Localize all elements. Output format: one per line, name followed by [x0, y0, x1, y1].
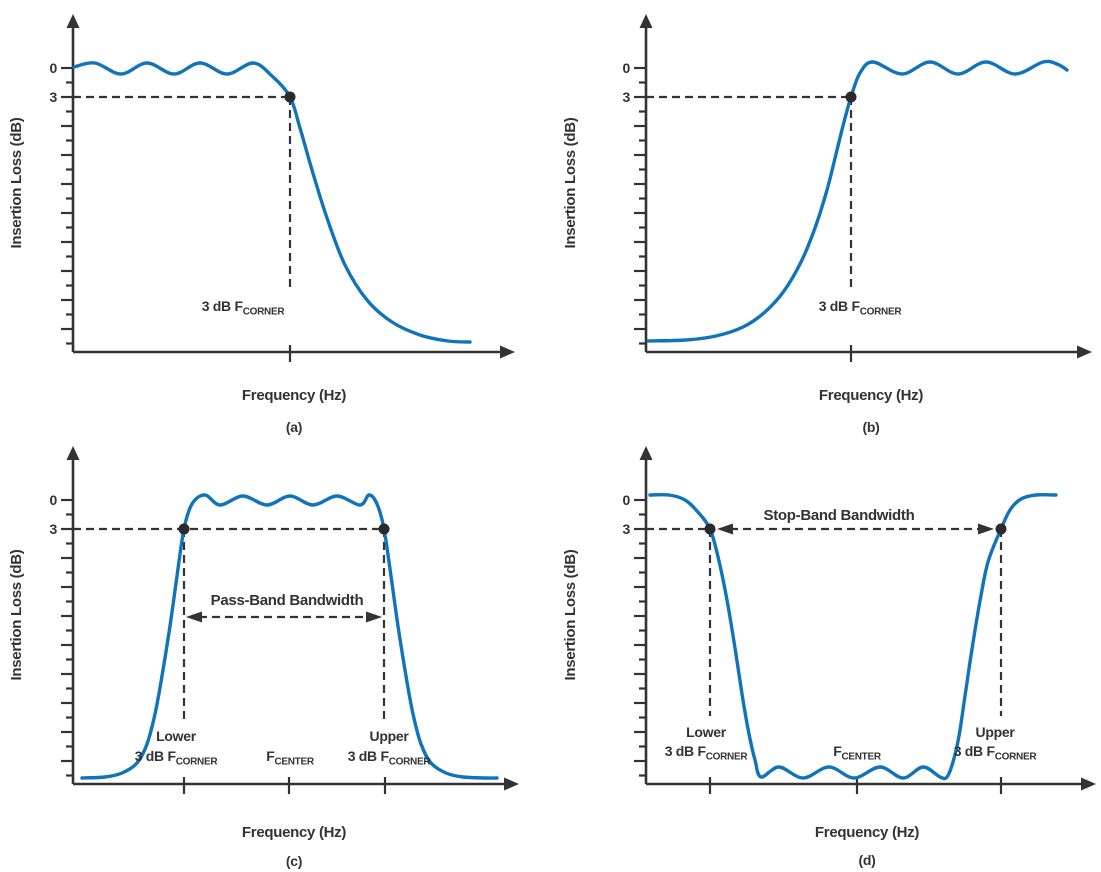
panel-lowpass: 0 3 3 dB FCORNER Insertion Loss (dB) Frequ… — [0, 0, 550, 436]
x-axis-arrowhead — [1077, 345, 1092, 359]
x-axis-title: Frequency (Hz) — [818, 387, 924, 404]
bandstop-chart-canvas: 0 3 Stop-Band Bandwidth Lower 3 dB FCORNER FC… — [623, 446, 1096, 794]
x-axis-title: Frequency (Hz) — [241, 387, 347, 404]
lowpass-chart-canvas: 0 3 3 dB FCORNER — [50, 14, 515, 362]
y-axis-title: Insertion Loss (dB) — [562, 549, 579, 681]
panel-bandstop: 0 3 Stop-Band Bandwidth Lower 3 dB FCORNER FC… — [551, 436, 1101, 872]
band-stop-response-curve — [648, 492, 1058, 781]
panel-highpass: 0 3 3 dB FCORNER Insertion Loss (dB) Frequ… — [551, 0, 1101, 436]
annotation-label: FCENTER — [833, 743, 882, 763]
annotation-label: 3 dB FCORNER — [665, 743, 749, 763]
highpass-chart-canvas: 0 3 3 dB FCORNER — [623, 14, 1092, 362]
annotation-label: 3 dB FCORNER — [348, 748, 432, 768]
panel-caption-a: (a) — [285, 419, 303, 435]
y-axis-arrowhead — [66, 14, 80, 28]
annotation-label: Pass-Band Bandwidth — [211, 592, 364, 609]
annotation-label: FCENTER — [266, 748, 315, 768]
annotation-label: Lower — [156, 728, 197, 744]
y-axis-arrowhead — [66, 446, 80, 460]
bandwidth-arrowhead-left — [186, 611, 202, 623]
annotation-label: 3 dB FCORNER — [819, 298, 903, 318]
panel-caption-d: (d) — [858, 852, 876, 868]
y-tick-label: 3 — [50, 521, 58, 537]
corner-point-marker — [378, 523, 390, 535]
bandwidth-arrowhead-right — [978, 523, 994, 535]
x-axis-arrowhead — [504, 777, 519, 791]
annotation-label: 3 dB FCORNER — [135, 748, 219, 768]
y-tick-label: 0 — [50, 60, 58, 76]
panel-caption-b: (b) — [862, 419, 880, 435]
y-tick-label: 3 — [623, 521, 631, 537]
high-pass-response-curve — [646, 59, 1069, 343]
annotation-label: Stop-Band Bandwidth — [764, 507, 915, 524]
annotation-label: 3 dB FCORNER — [954, 743, 1038, 763]
y-tick-label: 3 — [623, 89, 631, 105]
x-axis-title: Frequency (Hz) — [241, 824, 347, 841]
corner-point-marker — [845, 91, 857, 103]
corner-point-marker — [704, 523, 716, 535]
y-axis-arrowhead — [639, 446, 653, 460]
x-axis-arrowhead — [500, 345, 515, 359]
x-axis-arrowhead — [1081, 777, 1096, 791]
band-pass-response-curve — [80, 493, 499, 780]
annotation-label: Upper — [976, 724, 1016, 740]
corner-point-marker — [284, 91, 296, 103]
y-axis-title: Insertion Loss (dB) — [8, 117, 25, 249]
corner-point-marker — [178, 523, 190, 535]
annotation-label: Upper — [370, 728, 410, 744]
bandpass-chart-canvas: 0 3 Pass-Band Bandwidth Lower 3 dB FCORNER FC… — [50, 446, 519, 794]
y-axis-arrowhead — [639, 14, 653, 28]
y-tick-label: 0 — [50, 492, 58, 508]
y-tick-label: 0 — [623, 60, 631, 76]
corner-point-marker — [995, 523, 1007, 535]
y-tick-label: 0 — [623, 492, 631, 508]
panel-bandpass: 0 3 Pass-Band Bandwidth Lower 3 dB FCORNER FC… — [0, 436, 550, 872]
annotation-label: 3 dB FCORNER — [202, 298, 286, 318]
y-axis-title: Insertion Loss (dB) — [562, 117, 579, 249]
y-axis-title: Insertion Loss (dB) — [8, 549, 25, 681]
low-pass-response-curve — [72, 61, 472, 344]
bandwidth-arrowhead-left — [717, 523, 733, 535]
annotation-label: Lower — [686, 724, 727, 740]
bandwidth-arrowhead-right — [366, 611, 382, 623]
y-tick-label: 3 — [50, 89, 58, 105]
panel-caption-c: (c) — [285, 853, 303, 869]
x-axis-title: Frequency (Hz) — [814, 824, 920, 841]
